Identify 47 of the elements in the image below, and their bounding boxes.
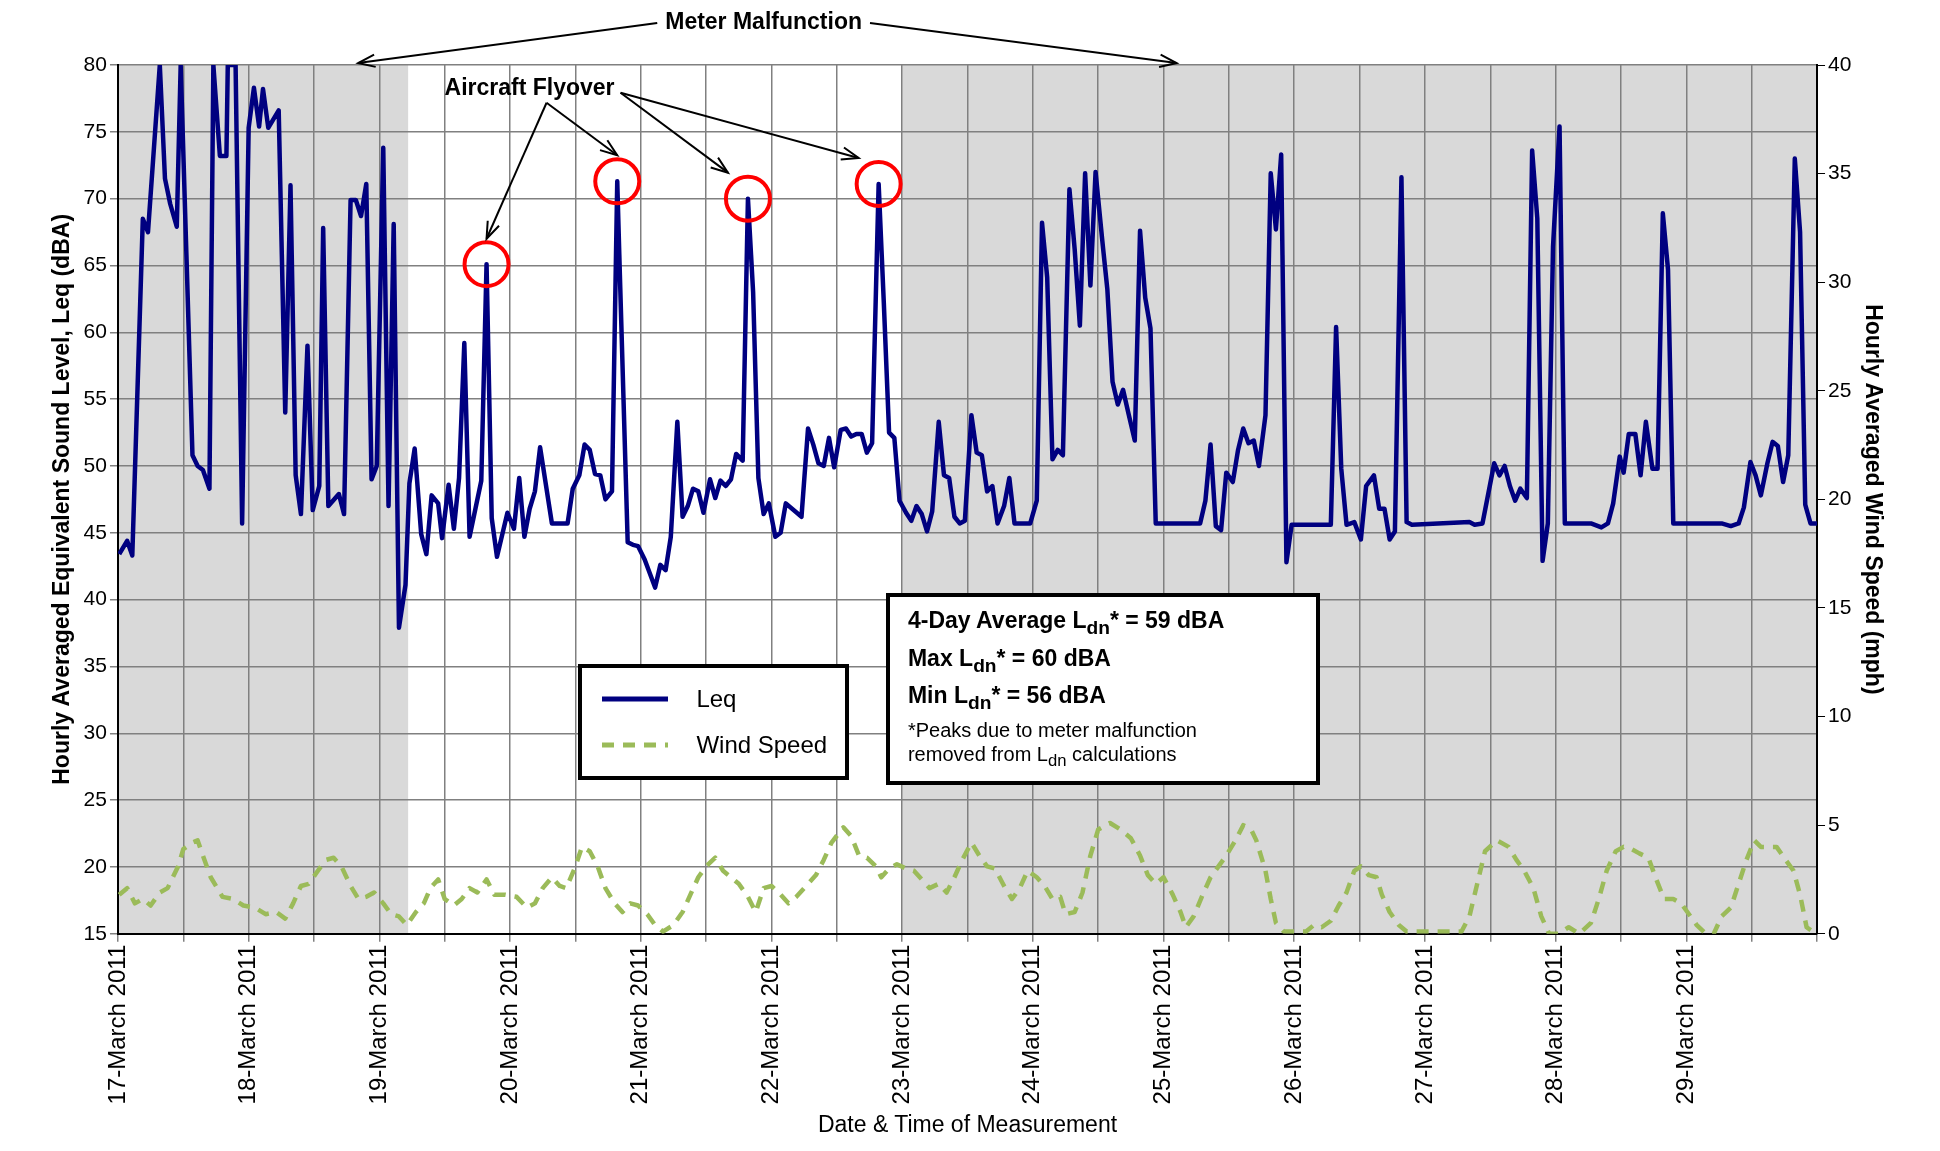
x-axis-title: Date & Time of Measurement bbox=[817, 1110, 1118, 1137]
y2-tick-label: 10 bbox=[1828, 703, 1852, 727]
text: Meter Malfunction bbox=[665, 8, 862, 35]
annotation: Min L$_{dn}$* = 56 dBA bbox=[907, 681, 1107, 715]
y-tick-label: 70 bbox=[83, 185, 107, 209]
x-tick-label: 24-March 2011 bbox=[1017, 944, 1045, 1105]
x-tick-label: 25-March 2011 bbox=[1148, 944, 1176, 1105]
x-tick-label: 22-March 2011 bbox=[756, 944, 784, 1105]
x-tick-label: 23-March 2011 bbox=[886, 944, 914, 1105]
annotation: *Peaks due to meter malfunction removed from L$_{dn}$ calculations bbox=[907, 718, 1198, 772]
y2-tick-label: 30 bbox=[1828, 268, 1852, 292]
y2-tick-label: 20 bbox=[1828, 486, 1852, 510]
annotation: Max L$_{dn}$* = 60 dBA bbox=[907, 643, 1112, 678]
annotation: 4-Day Average L$_{dn}$* = 59 dBA bbox=[907, 606, 1226, 640]
x-tick-label: 27-March 2011 bbox=[1409, 944, 1437, 1105]
y2-axis-title: Hourly Averaged Wind Speed (mph) bbox=[1860, 304, 1887, 695]
x-tick-label: 17-March 2011 bbox=[102, 944, 130, 1105]
y2-tick-label: 40 bbox=[1828, 51, 1852, 75]
y-tick-label: 55 bbox=[83, 385, 107, 409]
y-tick-label: 75 bbox=[83, 118, 107, 142]
legend-label: Leq bbox=[696, 685, 737, 714]
x-tick-label: 26-March 2011 bbox=[1278, 944, 1306, 1105]
legend-label: Wind Speed bbox=[696, 731, 828, 760]
x-tick-label: 19-March 2011 bbox=[363, 944, 391, 1105]
y-tick-label: 20 bbox=[83, 853, 107, 877]
y-tick-label: 40 bbox=[83, 586, 107, 610]
annotation: Aircraft Flyover bbox=[444, 74, 615, 101]
y2-tick-label: 0 bbox=[1828, 920, 1840, 944]
y-tick-label: 45 bbox=[83, 519, 107, 543]
y-tick-label: 30 bbox=[83, 720, 107, 744]
y-tick-label: 50 bbox=[83, 452, 107, 476]
x-tick-label: 28-March 2011 bbox=[1540, 944, 1568, 1105]
y-axis-title: Hourly Averaged Equivalent Sound Level, Leq (dBA) bbox=[48, 213, 75, 785]
y2-tick-label: 5 bbox=[1828, 811, 1840, 835]
x-tick-label: 20-March 2011 bbox=[494, 944, 522, 1105]
y-tick-label: 15 bbox=[83, 920, 107, 944]
y2-tick-label: 35 bbox=[1828, 160, 1852, 184]
x-tick-label: 29-March 2011 bbox=[1670, 944, 1698, 1105]
y2-tick-label: 25 bbox=[1828, 377, 1852, 401]
y-tick-label: 25 bbox=[83, 786, 107, 810]
x-tick-label: 21-March 2011 bbox=[625, 944, 653, 1105]
y-tick-label: 65 bbox=[83, 252, 107, 276]
x-tick-label: 18-March 2011 bbox=[233, 944, 261, 1105]
y-tick-label: 35 bbox=[83, 653, 107, 677]
y2-tick-label: 15 bbox=[1828, 594, 1852, 618]
y-tick-label: 80 bbox=[83, 51, 107, 75]
y-tick-label: 60 bbox=[83, 319, 107, 343]
